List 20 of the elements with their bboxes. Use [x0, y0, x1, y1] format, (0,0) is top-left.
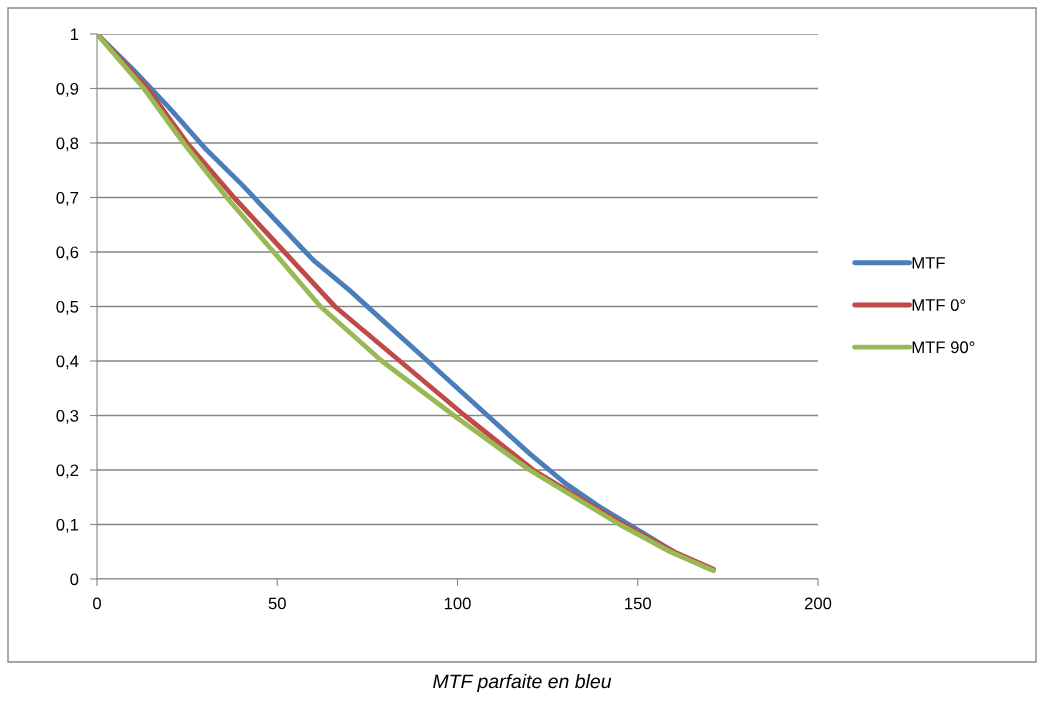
x-tick-label: 50 — [268, 597, 286, 610]
y-tick-label: 0,5 — [56, 300, 79, 315]
y-tick-label: 0,1 — [56, 518, 79, 533]
y-tick-label: 0,4 — [56, 355, 79, 370]
y-tick-label: 0 — [70, 573, 79, 586]
legend-label: MTF 90° — [912, 341, 975, 354]
y-tick-label: 0,9 — [56, 82, 79, 97]
text: MTF parfaite en bleu — [433, 673, 612, 693]
x-tick-label: 0 — [93, 597, 101, 610]
y-tick-label: 0,2 — [56, 464, 79, 479]
x-tick-label: 200 — [804, 597, 832, 610]
legend-label: MTF — [912, 257, 945, 269]
y-tick-label: 0,6 — [56, 246, 79, 261]
legend-label: MTF 0° — [912, 299, 966, 311]
x-tick-label: 100 — [444, 597, 471, 610]
x-tick-label: 150 — [625, 597, 651, 610]
y-tick-label: 1 — [70, 28, 79, 41]
y-tick-label: 0,8 — [56, 137, 79, 152]
y-tick-label: 0,7 — [56, 191, 79, 206]
y-tick-label: 0,3 — [56, 409, 79, 424]
